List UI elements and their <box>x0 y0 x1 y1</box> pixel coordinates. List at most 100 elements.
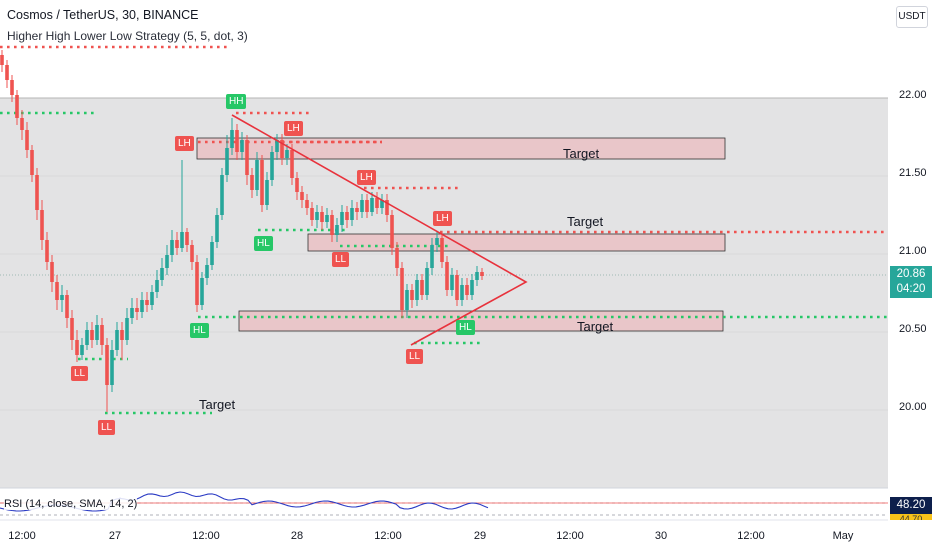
target-zone-upper[interactable] <box>196 137 726 160</box>
pivot-tag-lh: LH <box>284 121 303 136</box>
candle-body <box>30 150 34 175</box>
candle-body <box>115 330 119 350</box>
candle-body <box>225 148 229 175</box>
time-tick: 12:00 <box>556 530 584 542</box>
target-label: Target <box>563 146 600 161</box>
candle-body <box>40 210 44 240</box>
candle-body <box>260 160 264 205</box>
candle-body <box>205 265 209 278</box>
candle-body <box>475 272 479 280</box>
candle-body <box>35 175 39 210</box>
pivot-tag-lh: LH <box>433 211 452 226</box>
candle-body <box>165 255 169 268</box>
rsi-indicator-title[interactable]: RSI (14, close, SMA, 14, 2) <box>4 498 138 510</box>
candle-body <box>180 232 184 248</box>
candle-body <box>420 280 424 295</box>
pivot-tag-hh: HH <box>226 94 247 109</box>
candle-body <box>295 178 299 192</box>
candle-body <box>375 198 379 208</box>
pivot-tag-ll: LL <box>332 252 350 267</box>
candle-body <box>175 240 179 248</box>
candle-body <box>75 340 79 355</box>
candle-body <box>20 118 24 130</box>
pivot-tag-hl: HL <box>456 320 475 335</box>
candle-body <box>230 130 234 148</box>
candle-body <box>45 240 49 262</box>
price-tick: 22.00 <box>899 89 927 101</box>
pivot-tag-ll: LL <box>406 349 424 364</box>
candle-body <box>355 208 359 212</box>
candle-body <box>410 290 414 300</box>
candle-body <box>380 200 384 208</box>
pivot-tag-lh: LH <box>175 136 194 151</box>
target-label: Target <box>567 214 604 229</box>
price-tick: 21.50 <box>899 167 927 179</box>
candle-body <box>70 318 74 340</box>
candle-body <box>90 330 94 340</box>
candle-body <box>55 282 59 300</box>
pivot-tag-ll: LL <box>71 366 89 381</box>
candle-body <box>240 140 244 152</box>
candle-body <box>400 268 404 310</box>
candle-body <box>440 238 444 262</box>
candle-body <box>270 152 274 180</box>
target-zone-middle[interactable] <box>307 233 726 252</box>
triangle-pattern[interactable] <box>231 114 528 346</box>
candle-body <box>100 325 104 345</box>
candle-body <box>150 292 154 305</box>
candle-body <box>140 300 144 312</box>
rsi-sma-badge: 44.70 <box>890 514 932 520</box>
candle-body <box>330 215 334 235</box>
candle-body <box>220 175 224 215</box>
candle-body <box>210 242 214 265</box>
candle-body <box>415 280 419 300</box>
candle-body <box>265 180 269 205</box>
candle-body <box>25 130 29 150</box>
candle-body <box>460 285 464 300</box>
candle-body <box>65 295 69 318</box>
candle-body <box>385 200 389 215</box>
candle-body <box>235 130 239 152</box>
candle-body <box>170 240 174 255</box>
candle-body <box>125 318 129 340</box>
candle-body <box>425 268 429 295</box>
chart-title[interactable]: Cosmos / TetherUS, 30, BINANCE <box>7 8 199 22</box>
candle-body <box>335 225 339 235</box>
currency-button[interactable]: USDT <box>896 6 928 28</box>
pivot-tag-hl: HL <box>190 323 209 338</box>
target-zone-lower[interactable] <box>238 310 724 332</box>
pivot-tag-ll: LL <box>98 420 116 435</box>
pivot-tag-hl: HL <box>254 236 273 251</box>
candle-body <box>160 268 164 280</box>
candle-body <box>315 212 319 220</box>
candle-body <box>50 262 54 282</box>
candles <box>0 50 484 412</box>
indicator-title[interactable]: Higher High Lower Low Strategy (5, 5, do… <box>7 29 248 43</box>
candle-body <box>445 262 449 290</box>
pivot-tag-lh: LH <box>357 170 376 185</box>
candle-body <box>200 278 204 305</box>
last-price-value: 20.86 <box>896 268 926 280</box>
candle-body <box>470 280 474 295</box>
bar-countdown: 04:20 <box>896 283 926 295</box>
candle-body <box>310 208 314 220</box>
candle-body <box>105 345 109 385</box>
candle-body <box>480 272 484 276</box>
candle-body <box>305 200 309 208</box>
candle-body <box>405 290 409 310</box>
rsi-value-badge: 48.20 <box>890 497 932 514</box>
candle-body <box>110 350 114 385</box>
candle-body <box>365 200 369 212</box>
time-tick: May <box>832 530 854 542</box>
candle-body <box>450 275 454 290</box>
price-tick: 20.00 <box>899 401 927 413</box>
candle-body <box>5 65 9 80</box>
candle-body <box>120 330 124 340</box>
candle-body <box>215 215 219 242</box>
candle-body <box>285 150 289 158</box>
candle-body <box>190 245 194 262</box>
candle-body <box>275 140 279 152</box>
candle-body <box>280 140 284 158</box>
candle-body <box>130 308 134 318</box>
